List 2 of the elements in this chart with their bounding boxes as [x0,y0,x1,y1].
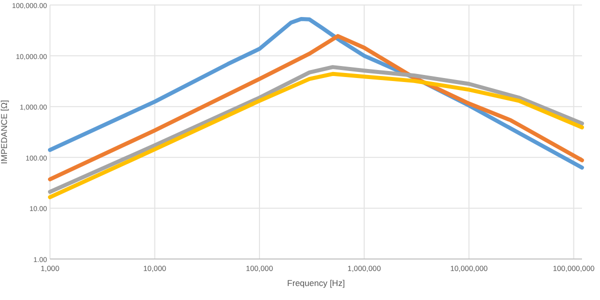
y-axis-title: IMPEDANCE [Ω] [0,100,9,164]
x-axis-title: Frequency [Hz] [287,278,345,288]
